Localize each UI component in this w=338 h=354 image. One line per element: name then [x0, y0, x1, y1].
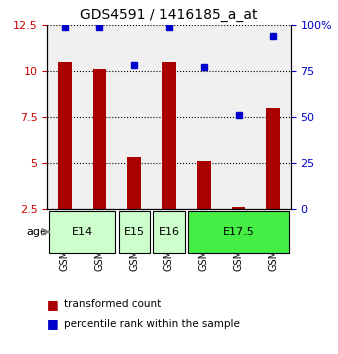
Text: E15: E15 [124, 227, 145, 237]
Text: ■: ■ [47, 318, 59, 330]
Bar [266, 108, 280, 209]
Bar [197, 161, 211, 209]
FancyBboxPatch shape [119, 211, 150, 253]
Title: GDS4591 / 1416185_a_at: GDS4591 / 1416185_a_at [80, 8, 258, 22]
Bar [127, 157, 141, 209]
Bar [232, 207, 245, 209]
Bar [162, 62, 176, 209]
Text: E17.5: E17.5 [223, 227, 255, 237]
FancyBboxPatch shape [49, 211, 115, 253]
Bar [93, 69, 106, 209]
Text: transformed count: transformed count [64, 299, 162, 309]
Text: age: age [26, 227, 47, 237]
Text: E14: E14 [72, 227, 93, 237]
Text: percentile rank within the sample: percentile rank within the sample [64, 319, 240, 329]
FancyBboxPatch shape [188, 211, 289, 253]
FancyBboxPatch shape [153, 211, 185, 253]
Text: E16: E16 [159, 227, 179, 237]
Text: ■: ■ [47, 298, 59, 311]
Bar [58, 62, 72, 209]
